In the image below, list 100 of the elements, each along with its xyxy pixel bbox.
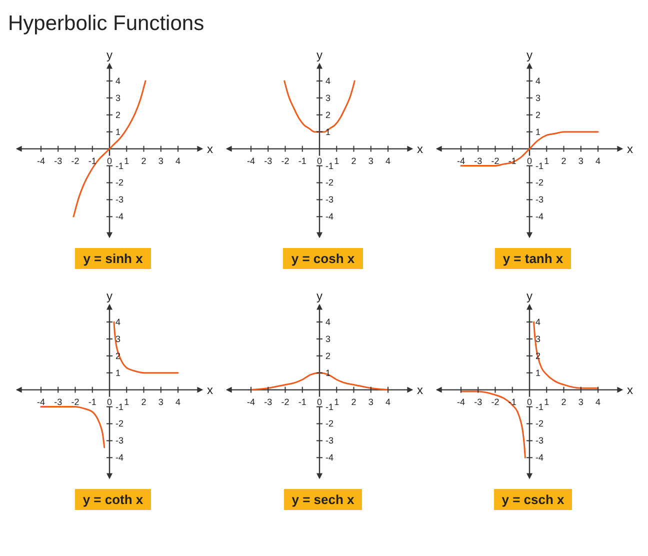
x-tick-label: 0 (526, 396, 532, 407)
x-tick-label: -1 (88, 156, 96, 166)
x-tick-label: 2 (351, 156, 356, 166)
x-tick-label: 3 (578, 396, 584, 407)
x-tick-label: 0 (106, 396, 112, 407)
y-tick-label: -3 (536, 436, 544, 446)
y-tick-label: 4 (326, 76, 331, 86)
y-axis-title: y (526, 289, 532, 303)
x-tick-label: -2 (71, 396, 80, 407)
x-tick-label: -3 (264, 156, 272, 166)
y-tick-label: 1 (116, 126, 121, 137)
y-tick-label: 2 (326, 110, 331, 120)
y-axis-title: y (106, 48, 112, 62)
y-tick-label: -3 (326, 436, 334, 446)
text: y = sech x (284, 489, 362, 510)
x-tick-label: 4 (176, 156, 181, 166)
x-axis-title: x (417, 383, 423, 398)
y-tick-label: 1 (536, 126, 541, 137)
y-tick-label: 4 (326, 316, 331, 327)
text: y = sinh x (75, 248, 151, 269)
y-tick-label: 3 (536, 334, 541, 344)
y-tick-label: 1 (116, 368, 121, 378)
x-tick-label: -4 (36, 396, 45, 407)
x-tick-label: 2 (141, 396, 146, 407)
y-tick-label: 4 (116, 76, 121, 86)
x-tick-label: 3 (368, 156, 374, 166)
x-tick-label: 3 (368, 396, 374, 407)
x-tick-label: -3 (474, 156, 482, 166)
y-axis-title: y (106, 289, 112, 303)
y-tick-label: -3 (116, 436, 124, 446)
y-tick-label: -2 (536, 418, 544, 429)
x-tick-label: 4 (596, 156, 601, 166)
y-tick-label: -2 (326, 178, 334, 188)
x-tick-label: -3 (54, 396, 62, 407)
x-tick-label: -4 (456, 396, 465, 407)
x-tick-label: 4 (596, 396, 601, 407)
x-tick-label: -2 (491, 396, 500, 407)
y-tick-label: 3 (536, 92, 541, 103)
y-tick-label: -4 (536, 452, 544, 463)
y-tick-label: -2 (536, 178, 544, 188)
y-tick-label: -3 (116, 194, 124, 205)
y-tick-label: 4 (536, 76, 541, 86)
y-tick-label: 3 (326, 334, 331, 344)
x-tick-label: -4 (246, 396, 255, 407)
x-tick-label: -1 (298, 156, 306, 166)
x-tick-label: -2 (281, 396, 290, 407)
text: y = coth x (74, 489, 152, 510)
y-tick-label: -4 (116, 452, 124, 463)
y-axis-title: y (316, 289, 322, 303)
x-tick-label: 0 (316, 156, 322, 166)
y-tick-label: -4 (116, 212, 124, 222)
y-axis-title: y (526, 48, 532, 62)
x-tick-label: 2 (561, 156, 566, 166)
x-tick-label: 4 (176, 396, 181, 407)
x-tick-label: 2 (351, 396, 356, 407)
x-tick-label: 0 (526, 156, 532, 166)
x-tick-label: -1 (508, 396, 516, 407)
y-tick-label: 3 (116, 92, 121, 103)
y-tick-label: -4 (536, 212, 544, 222)
y-tick-label: -3 (326, 194, 334, 205)
x-axis-title: x (207, 142, 213, 156)
x-tick-label: -1 (88, 396, 96, 407)
y-tick-label: -4 (326, 212, 334, 222)
y-tick-label: 4 (116, 316, 121, 327)
x-tick-label: 2 (141, 156, 146, 166)
x-tick-label: -4 (246, 156, 255, 166)
y-tick-label: 2 (326, 350, 331, 361)
x-tick-label: -1 (298, 396, 306, 407)
y-tick-label: -2 (116, 178, 124, 188)
x-axis-title: x (627, 383, 633, 398)
x-axis-title: x (417, 142, 423, 156)
y-tick-label: 2 (116, 110, 121, 120)
y-tick-label: -4 (326, 452, 334, 463)
x-tick-label: -4 (456, 156, 465, 166)
x-tick-label: -4 (36, 156, 45, 166)
x-tick-label: 2 (561, 396, 566, 407)
x-tick-label: 3 (158, 156, 164, 166)
x-tick-label: 0 (316, 396, 322, 407)
text: Hyperbolic Functions (8, 11, 206, 37)
text: y = tanh x (494, 248, 572, 269)
x-tick-label: 3 (578, 156, 584, 166)
y-tick-label: -2 (116, 418, 124, 429)
x-axis-title: x (207, 383, 213, 398)
text: y = cosh x (283, 248, 363, 269)
y-axis-title: y (316, 48, 322, 62)
x-tick-label: -2 (281, 156, 290, 166)
y-tick-label: 1 (536, 368, 541, 378)
x-tick-label: -2 (71, 156, 80, 166)
y-tick-label: -2 (326, 418, 334, 429)
x-tick-label: -3 (54, 156, 62, 166)
x-tick-label: -3 (264, 396, 272, 407)
x-tick-label: 4 (386, 396, 391, 407)
x-tick-label: 3 (158, 396, 164, 407)
x-tick-label: 4 (386, 156, 391, 166)
y-tick-label: -3 (536, 194, 544, 205)
x-tick-label: -3 (474, 396, 482, 407)
y-tick-label: 4 (536, 316, 541, 327)
y-tick-label: 3 (326, 92, 331, 103)
x-axis-title: x (627, 142, 633, 156)
x-tick-label: 0 (106, 156, 112, 166)
